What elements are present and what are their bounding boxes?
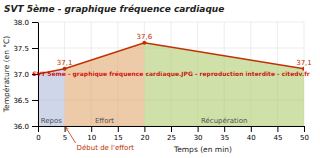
tick-label: 0 [36,134,40,142]
annotation-arrow [66,127,76,143]
tick-mark [251,126,252,132]
tick: 40 [247,126,256,142]
tick-label: 40 [247,134,256,142]
tick-label: 10 [87,134,96,142]
tick-label: 15 [114,134,123,142]
region-label: Effort [95,117,114,125]
tick-label: 45 [273,134,282,142]
tick-label: 25 [167,134,176,142]
chart: 0 5 10 15 20 25 30 35 40 45 50 36.0 36.5 37.0 37.5 38.0… [0,0,320,158]
tick-label: 5 [63,134,67,142]
tick-label: 30 [194,134,203,142]
x-axis-label: Temps (en min) [173,145,232,154]
data-label: 37,1 [296,59,312,67]
tick-mark [32,126,38,127]
tick-mark [38,126,39,132]
tick-label: 20 [140,134,149,142]
watermark: SVT 5ème - graphique fréquence cardiaque… [32,70,310,78]
tick: 50 [300,126,309,142]
tick: 0 [36,126,40,142]
tick-mark [32,48,38,49]
tick: 38.0 [13,19,38,27]
title: SVT 5ème - graphique fréquence cardiaque [4,4,224,14]
grid-line [38,22,304,23]
y-axis-label: Température (en °C) [2,36,11,114]
tick: 36.5 [13,97,38,105]
tick: 10 [87,126,96,142]
annotation: Début de l'effort [77,144,135,152]
tick: 45 [273,126,282,142]
tick-mark [118,126,119,132]
tick: 20 [140,126,149,142]
tick-label: 37.5 [13,45,29,53]
data-area [38,41,304,126]
tick-label: 35 [220,134,229,142]
tick: 36.0 [13,123,38,131]
data-label: 37,1 [57,59,73,67]
region-label: Récupération [201,117,247,125]
point [142,41,146,45]
region-label: Repos [41,117,63,125]
tick-label: 37.0 [13,71,29,79]
tick-mark [198,126,199,132]
tick-mark [277,126,278,132]
tick-mark [91,126,92,132]
tick: 37.5 [13,45,38,53]
tick-mark [32,100,38,101]
region [38,69,65,126]
tick-label: 36.5 [13,97,29,105]
tick-label: 50 [300,134,309,142]
tick-mark [304,126,305,132]
tick-mark [65,126,66,132]
tick-label: 36.0 [13,123,29,131]
x-axis: 0 5 10 15 20 25 30 35 40 45 50 [36,126,309,142]
tick: 35 [220,126,229,142]
tick: 25 [167,126,176,142]
tick-mark [171,126,172,132]
tick: 15 [114,126,123,142]
tick-label: 38.0 [13,19,29,27]
plot: 0 5 10 15 20 25 30 35 40 45 50 36.0 36.5 37.0 37.5 38.0… [13,19,311,152]
tick: 30 [194,126,203,142]
tick-mark [144,126,145,132]
tick-mark [224,126,225,132]
tick-mark [32,22,38,23]
data-label: 37,6 [137,33,153,41]
